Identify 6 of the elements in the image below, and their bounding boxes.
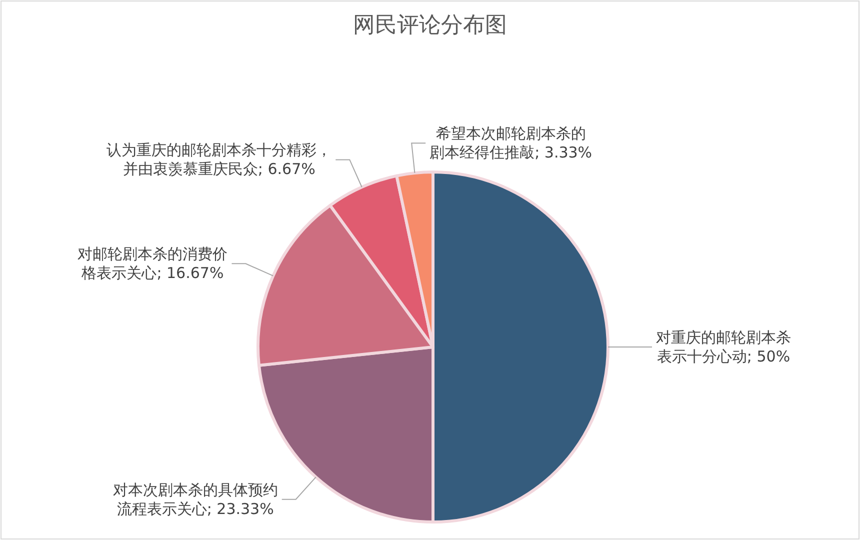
slice-label: 认为重庆的邮轮剧本杀十分精彩，并由衷羡慕重庆民众; 6.67% [106,141,332,178]
chart-title: 网民评论分布图 [353,13,507,38]
slice-label: 对邮轮剧本杀的消费价格表示关心; 16.67% [78,245,228,282]
slice-label: 对本次剧本杀的具体预约流程表示关心; 23.33% [112,480,278,518]
slice-label: 对重庆的邮轮剧本杀表示十分心动; 50% [656,328,791,366]
slice-label: 希望本次邮轮剧本杀的剧本经得住推敲; 3.33% [430,124,592,162]
